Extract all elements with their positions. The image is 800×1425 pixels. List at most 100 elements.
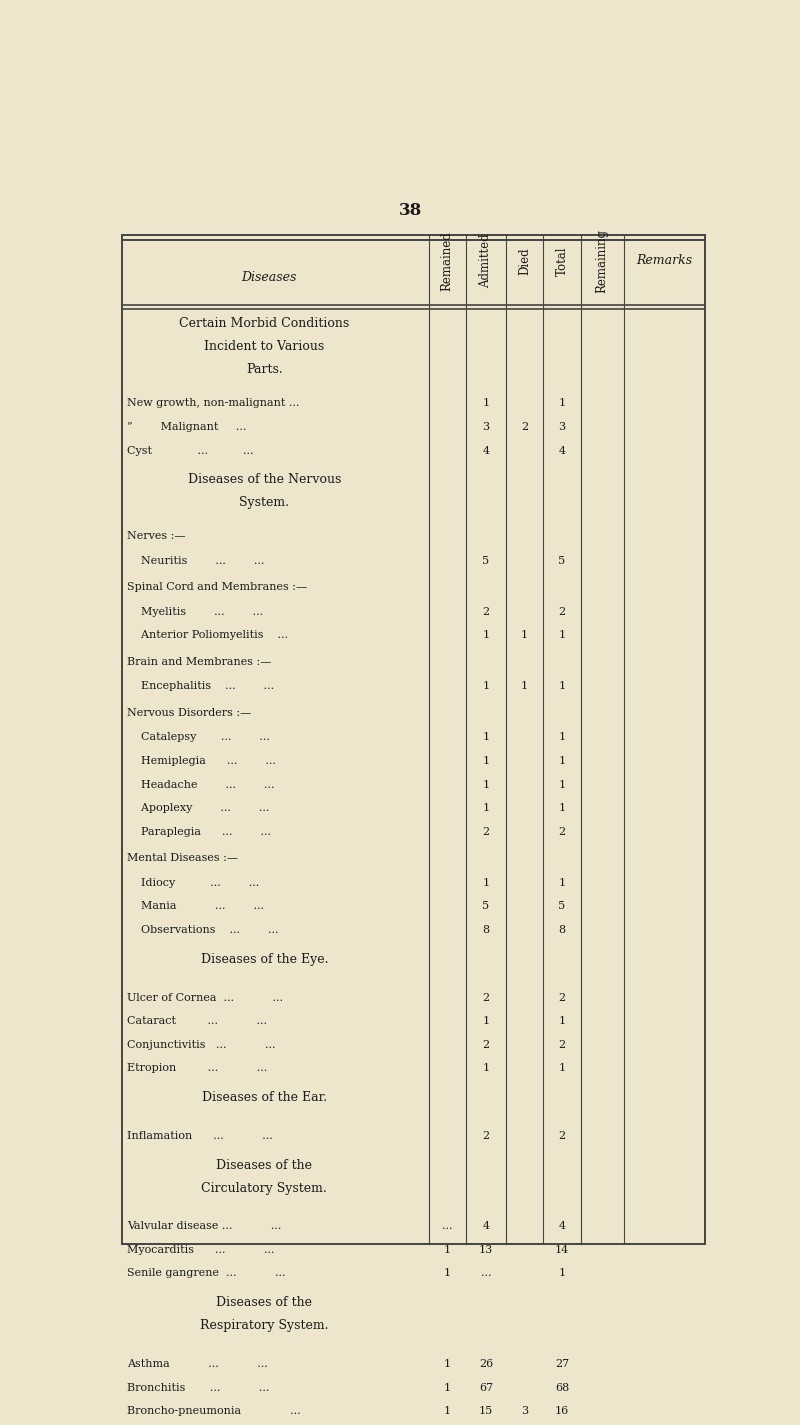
Text: Admitted: Admitted xyxy=(479,234,493,288)
Text: Diseases of the: Diseases of the xyxy=(216,1159,312,1171)
Text: Nervous Disorders :—: Nervous Disorders :— xyxy=(126,708,251,718)
Text: Died: Died xyxy=(518,247,531,275)
Text: Headache        ...        ...: Headache ... ... xyxy=(126,779,274,789)
Text: 8: 8 xyxy=(482,925,490,935)
Text: 1: 1 xyxy=(558,1063,566,1073)
Text: 14: 14 xyxy=(554,1245,569,1255)
Text: 4: 4 xyxy=(558,446,566,456)
Text: Senile gangrene  ...           ...: Senile gangrene ... ... xyxy=(126,1268,285,1278)
Text: ...: ... xyxy=(481,1268,491,1278)
Text: System.: System. xyxy=(239,496,290,509)
Text: 13: 13 xyxy=(479,1245,493,1255)
Text: 2: 2 xyxy=(482,607,490,617)
Text: Circulatory System.: Circulatory System. xyxy=(202,1181,327,1194)
Text: Diseases of the Ear.: Diseases of the Ear. xyxy=(202,1092,327,1104)
Text: 3: 3 xyxy=(558,422,566,432)
Text: Bronchitis       ...           ...: Bronchitis ... ... xyxy=(126,1382,269,1392)
Text: 2: 2 xyxy=(482,992,490,1003)
Text: Cataract         ...           ...: Cataract ... ... xyxy=(126,1016,266,1026)
Text: 2: 2 xyxy=(482,1131,490,1141)
Text: 1: 1 xyxy=(482,757,490,767)
Text: 5: 5 xyxy=(482,556,490,566)
Text: 1: 1 xyxy=(482,804,490,814)
Text: 2: 2 xyxy=(482,826,490,836)
Text: Mania           ...        ...: Mania ... ... xyxy=(126,902,264,912)
Text: 2: 2 xyxy=(521,422,528,432)
Text: Myelitis        ...        ...: Myelitis ... ... xyxy=(126,607,262,617)
Text: Remained: Remained xyxy=(441,231,454,291)
Text: 1: 1 xyxy=(558,757,566,767)
Text: 27: 27 xyxy=(555,1359,569,1369)
Text: 4: 4 xyxy=(482,1221,490,1231)
Text: 2: 2 xyxy=(558,826,566,836)
Text: 1: 1 xyxy=(558,1268,566,1278)
Text: Apoplexy        ...        ...: Apoplexy ... ... xyxy=(126,804,269,814)
Text: 1: 1 xyxy=(482,1063,490,1073)
Text: Idiocy          ...        ...: Idiocy ... ... xyxy=(126,878,259,888)
Text: Inflamation      ...           ...: Inflamation ... ... xyxy=(126,1131,273,1141)
Text: Remarks: Remarks xyxy=(636,255,692,268)
Text: 2: 2 xyxy=(482,1040,490,1050)
Text: Observations    ...        ...: Observations ... ... xyxy=(126,925,278,935)
Text: Respiratory System.: Respiratory System. xyxy=(200,1320,329,1332)
Text: 1: 1 xyxy=(482,1016,490,1026)
Text: 4: 4 xyxy=(482,446,490,456)
Text: 26: 26 xyxy=(479,1359,493,1369)
Text: 1: 1 xyxy=(521,681,528,691)
Text: 1: 1 xyxy=(482,779,490,789)
Text: 5: 5 xyxy=(558,556,566,566)
Text: Asthma           ...           ...: Asthma ... ... xyxy=(126,1359,267,1369)
Text: Nerves :—: Nerves :— xyxy=(126,532,185,542)
Text: 1: 1 xyxy=(444,1245,450,1255)
Text: ...: ... xyxy=(442,1221,453,1231)
Text: 38: 38 xyxy=(398,202,422,218)
Text: Anterior Poliomyelitis    ...: Anterior Poliomyelitis ... xyxy=(126,630,288,640)
Text: 1: 1 xyxy=(482,681,490,691)
Text: Diseases of the: Diseases of the xyxy=(216,1297,312,1310)
Text: 1: 1 xyxy=(482,878,490,888)
Text: Parts.: Parts. xyxy=(246,363,282,376)
Text: Diseases of the Eye.: Diseases of the Eye. xyxy=(201,953,328,966)
Text: Valvular disease ...           ...: Valvular disease ... ... xyxy=(126,1221,281,1231)
Text: Etropion         ...           ...: Etropion ... ... xyxy=(126,1063,267,1073)
Text: 1: 1 xyxy=(558,630,566,640)
Text: 1: 1 xyxy=(444,1359,450,1369)
Text: 1: 1 xyxy=(558,681,566,691)
Text: Remaining: Remaining xyxy=(596,229,609,294)
Text: 1: 1 xyxy=(558,878,566,888)
Text: Paraplegia      ...        ...: Paraplegia ... ... xyxy=(126,826,270,836)
Text: 2: 2 xyxy=(558,607,566,617)
Text: Hemiplegia      ...        ...: Hemiplegia ... ... xyxy=(126,757,275,767)
Text: Spinal Cord and Membranes :—: Spinal Cord and Membranes :— xyxy=(126,583,306,593)
Text: 8: 8 xyxy=(558,925,566,935)
Text: 1: 1 xyxy=(444,1268,450,1278)
Text: Conjunctivitis   ...           ...: Conjunctivitis ... ... xyxy=(126,1040,275,1050)
Text: 1: 1 xyxy=(558,1016,566,1026)
Text: 1: 1 xyxy=(482,630,490,640)
Text: 67: 67 xyxy=(479,1382,493,1392)
Text: 2: 2 xyxy=(558,1131,566,1141)
Text: Total: Total xyxy=(555,247,568,275)
Text: ”        Malignant     ...: ” Malignant ... xyxy=(126,422,246,432)
Text: 3: 3 xyxy=(482,422,490,432)
Text: 16: 16 xyxy=(554,1406,569,1416)
Text: 1: 1 xyxy=(482,732,490,742)
Text: Incident to Various: Incident to Various xyxy=(204,341,325,353)
Text: Cyst             ...          ...: Cyst ... ... xyxy=(126,446,253,456)
Text: 3: 3 xyxy=(521,1406,528,1416)
Text: Catalepsy       ...        ...: Catalepsy ... ... xyxy=(126,732,270,742)
Text: 1: 1 xyxy=(482,399,490,409)
Text: 5: 5 xyxy=(482,902,490,912)
Text: 1: 1 xyxy=(444,1406,450,1416)
Text: 2: 2 xyxy=(558,1040,566,1050)
Text: Ulcer of Cornea  ...           ...: Ulcer of Cornea ... ... xyxy=(126,992,282,1003)
Text: 1: 1 xyxy=(521,630,528,640)
Text: 1: 1 xyxy=(558,804,566,814)
Text: 1: 1 xyxy=(558,399,566,409)
Text: Diseases: Diseases xyxy=(242,271,297,284)
Text: 1: 1 xyxy=(558,779,566,789)
Text: Encephalitis    ...        ...: Encephalitis ... ... xyxy=(126,681,274,691)
Text: Brain and Membranes :—: Brain and Membranes :— xyxy=(126,657,271,667)
Text: 4: 4 xyxy=(558,1221,566,1231)
Text: 2: 2 xyxy=(558,992,566,1003)
